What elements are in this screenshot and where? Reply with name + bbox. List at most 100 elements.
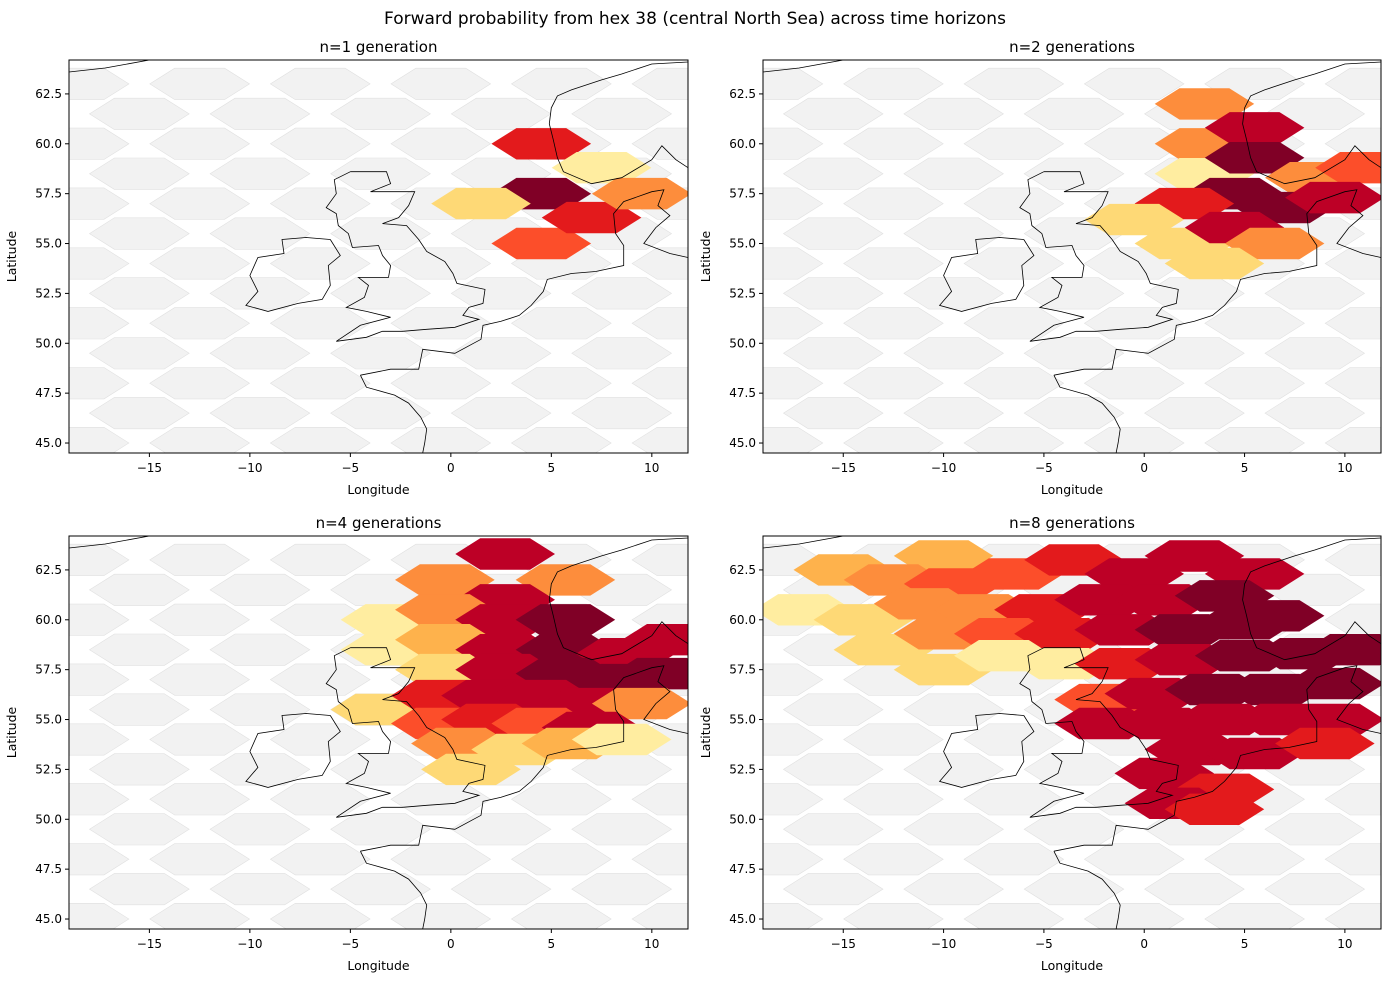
background-hex	[843, 426, 944, 453]
background-hex	[149, 307, 251, 340]
background-hex	[763, 247, 824, 280]
probability-hex	[1224, 227, 1325, 260]
background-hex	[450, 277, 552, 310]
background-hex	[1023, 157, 1125, 190]
x-tick-label: 0	[447, 461, 455, 475]
background-hex	[963, 367, 1065, 400]
background-hex	[1023, 277, 1125, 310]
y-tick-label: 52.5	[35, 286, 62, 300]
background-hex	[571, 873, 673, 906]
background-hex	[390, 127, 492, 160]
panel-title: n=1 generation	[320, 38, 438, 56]
y-tick-label: 47.5	[35, 386, 62, 400]
background-hex	[843, 783, 944, 816]
probability-hex	[1204, 112, 1305, 144]
background-hex	[963, 247, 1065, 280]
background-hex	[69, 187, 130, 220]
background-hex	[763, 307, 824, 340]
background-hex	[269, 663, 371, 696]
background-hex	[69, 307, 130, 340]
background-hex	[88, 573, 190, 606]
x-tick-label: −5	[1035, 461, 1053, 475]
background-hex	[782, 693, 884, 726]
coastline	[1053, 375, 1121, 453]
background-hex	[1083, 67, 1185, 100]
y-tick-label: 60.0	[35, 613, 62, 627]
background-hex	[149, 247, 251, 280]
coastline	[548, 61, 688, 185]
background-hex	[1083, 367, 1185, 400]
background-hex	[1264, 873, 1366, 906]
background-hex	[763, 367, 824, 400]
background-hex	[843, 723, 944, 756]
x-tick-label: 0	[1140, 937, 1148, 951]
probability-hex	[515, 564, 616, 596]
background-hex	[510, 843, 612, 876]
background-hex	[843, 307, 944, 340]
background-hex	[88, 157, 190, 190]
background-hex	[843, 367, 944, 400]
coastline	[245, 713, 341, 788]
y-tick-label: 45.0	[729, 436, 756, 450]
coastline	[360, 189, 688, 376]
y-tick-label: 47.5	[729, 386, 756, 400]
background-hex	[149, 543, 251, 576]
background-hex	[209, 157, 311, 190]
axes-frame	[762, 535, 1382, 930]
background-hex	[209, 753, 311, 786]
background-hex	[390, 367, 492, 400]
coastline	[938, 713, 1035, 788]
background-hex	[571, 397, 673, 430]
background-hex	[763, 187, 824, 220]
background-hex	[1324, 307, 1381, 340]
x-tick-label: −15	[137, 937, 162, 951]
background-hex	[269, 307, 371, 340]
y-tick-label: 60.0	[729, 137, 756, 151]
background-hex	[88, 813, 190, 846]
y-tick-label: 52.5	[729, 762, 756, 776]
y-tick-label: 62.5	[35, 563, 62, 577]
background-hex	[269, 426, 371, 453]
probability-hex	[551, 152, 652, 184]
x-tick-label: 5	[1241, 937, 1249, 951]
background-hex	[330, 157, 431, 190]
background-hex	[209, 813, 311, 846]
background-hex	[269, 783, 371, 816]
background-hex	[69, 543, 130, 576]
map-area	[763, 536, 1381, 929]
background-hex	[390, 783, 492, 816]
background-hex	[209, 337, 311, 370]
x-tick-label: 0	[1140, 461, 1148, 475]
background-hex	[88, 753, 190, 786]
background-hex	[209, 693, 311, 726]
y-tick-label: 60.0	[35, 137, 62, 151]
background-hex	[903, 753, 1004, 786]
panel-2: n=2 generations −15 −10 −5 0 5 10 45.0 47.5 50.0 5…	[698, 38, 1382, 497]
x-tick-label: 10	[1337, 461, 1352, 475]
background-hex	[963, 127, 1065, 160]
y-axis-label: Latitude	[698, 706, 713, 758]
background-hex	[88, 633, 190, 666]
x-tick-label: 5	[1241, 461, 1249, 475]
background-hex	[330, 813, 431, 846]
background-hex	[1144, 397, 1245, 430]
coastline	[1053, 189, 1381, 376]
probability-hex	[1285, 667, 1381, 700]
background-hex	[1083, 426, 1185, 453]
probability-hex	[515, 604, 616, 636]
coastline	[245, 237, 341, 312]
background-hex	[631, 543, 688, 576]
background-hex	[782, 397, 884, 430]
background-hex	[631, 127, 688, 160]
x-tick-label: 10	[644, 937, 659, 951]
coastline	[1053, 665, 1381, 852]
axes-frame	[68, 535, 689, 930]
x-tick-label: 10	[1337, 937, 1352, 951]
background-hex	[1324, 603, 1381, 636]
background-hex	[330, 397, 431, 430]
background-hex	[69, 426, 130, 453]
background-hex	[843, 187, 944, 220]
x-axis-label: Longitude	[347, 958, 409, 973]
background-hex	[149, 843, 251, 876]
